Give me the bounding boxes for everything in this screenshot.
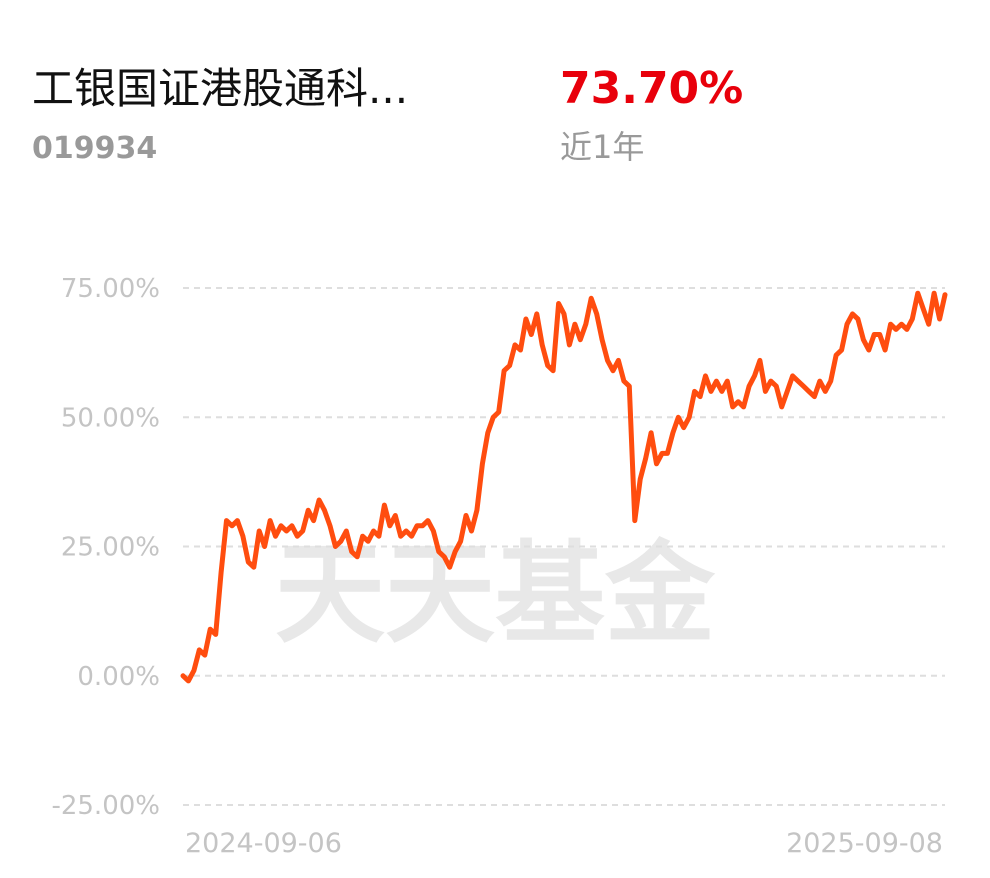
y-tick-label: 50.00% [61,403,160,433]
y-tick-label: 25.00% [61,533,160,563]
x-tick-label: 2024-09-06 [185,828,342,859]
period-label: 近1年 [560,128,644,166]
return-line [180,290,948,684]
watermark: 天天基金 [275,530,716,658]
fund-name: 工银国证港股通科... [32,64,408,113]
x-tick-label: 2025-09-08 [786,828,943,859]
fund-code: 019934 [32,131,157,166]
return-value: 73.70% [560,63,743,114]
y-tick-label: -25.00% [51,791,160,821]
y-tick-label: 0.00% [77,662,160,692]
y-tick-label: 75.00% [61,274,160,304]
